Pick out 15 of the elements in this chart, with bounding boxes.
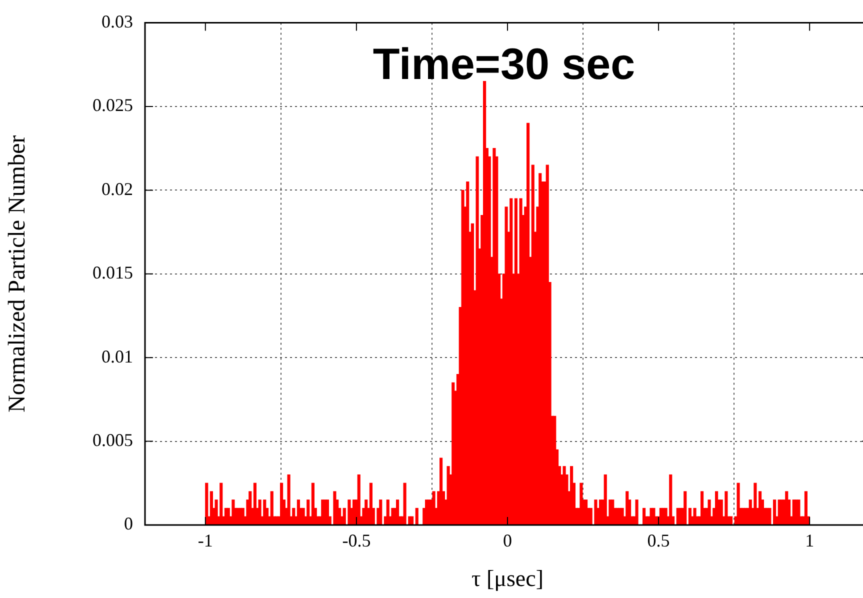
y-tick-label: 0.01: [102, 346, 133, 366]
chart-title: Time=30 sec: [372, 40, 636, 89]
y-tick-label: 0.02: [102, 178, 133, 199]
y-tick-label: 0.03: [102, 12, 133, 32]
y-tick-label: 0.005: [92, 430, 133, 450]
x-tick-label: -0.5: [342, 530, 371, 551]
x-tick-label: 0: [503, 530, 512, 551]
y-tick-label: 0.015: [92, 262, 133, 283]
x-axis-title: τ [μsec]: [471, 566, 544, 592]
y-axis-title: Normalized Particle Number: [4, 135, 31, 413]
x-tick-label: 0.5: [647, 530, 670, 551]
y-tick-label: 0.025: [92, 95, 133, 116]
x-tick-label: -1: [198, 530, 213, 551]
y-tick-label: 0: [124, 514, 133, 534]
x-tick-label: 1: [805, 530, 814, 551]
